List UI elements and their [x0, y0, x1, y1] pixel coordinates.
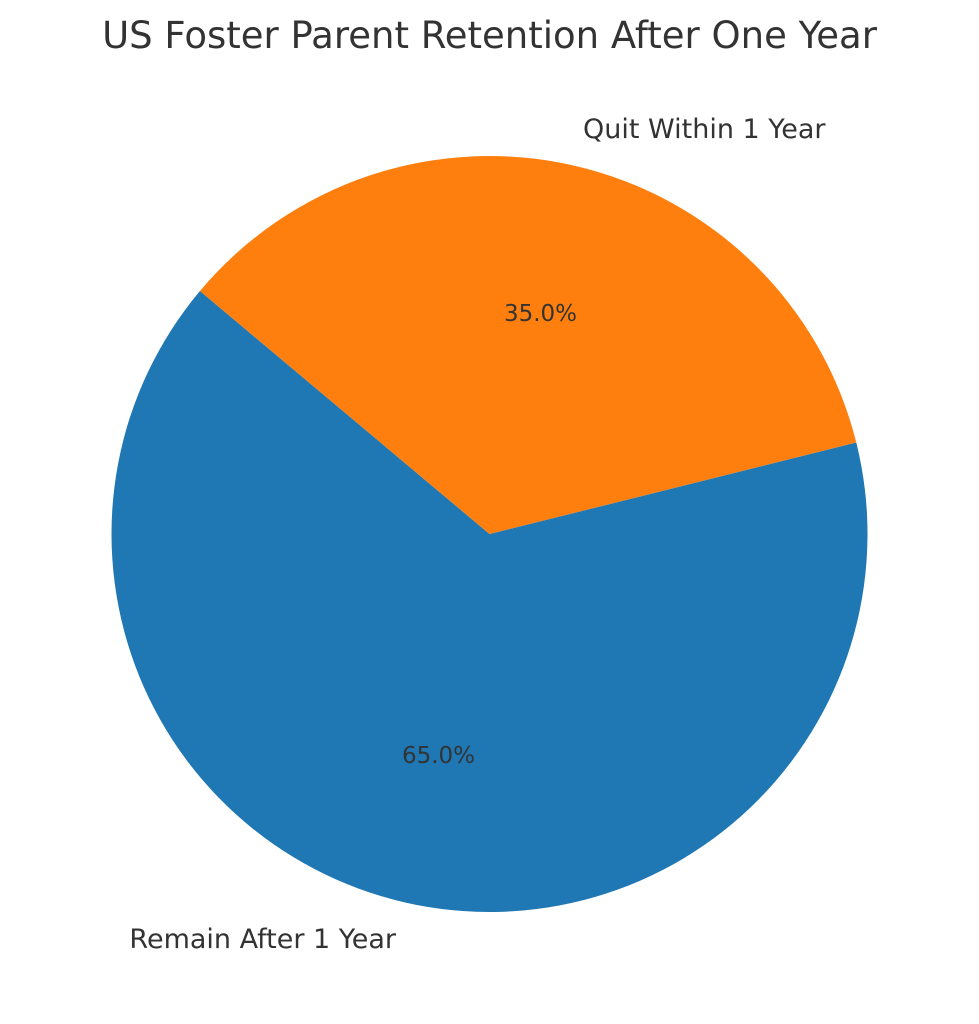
pie-slice-quit-within-1-year — [199, 156, 857, 534]
slice-label-quit-within-1-year: Quit Within 1 Year — [583, 114, 826, 145]
slice-label-remain-after-1-year: Remain After 1 Year — [129, 924, 396, 955]
percent-label-remain-after-1-year: 65.0% — [402, 743, 475, 769]
pie-slices — [111, 156, 868, 913]
pie-slice-remain-after-1-year — [111, 291, 868, 913]
percent-label-quit-within-1-year: 35.0% — [504, 301, 577, 327]
pie-labels: Remain After 1 Year 65.0% Quit Within 1 Ye… — [129, 114, 826, 955]
chart-title: US Foster Parent Retention After One Yea… — [102, 14, 878, 57]
